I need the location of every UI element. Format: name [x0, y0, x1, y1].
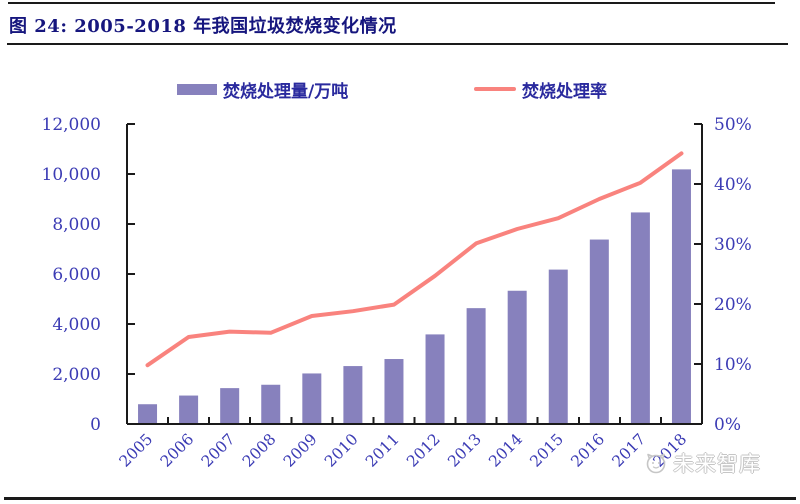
- bar-series-swatch: [177, 83, 217, 95]
- bar-2008: [261, 384, 281, 424]
- x-axis-label: 2016: [568, 430, 609, 471]
- x-axis-label: 2009: [280, 430, 321, 471]
- right-axis-label: 50%: [714, 115, 752, 135]
- bar-2016: [589, 239, 609, 424]
- x-axis-label: 2011: [362, 430, 403, 471]
- bar-2015: [548, 269, 568, 424]
- left-axis-label: 10,000: [42, 165, 101, 185]
- x-axis-label: 2013: [444, 430, 485, 471]
- bar-2011: [384, 359, 404, 424]
- left-axis-label: 6,000: [52, 265, 101, 285]
- watermark-logo-icon: [646, 453, 666, 474]
- bar-2005: [138, 404, 158, 424]
- rate-line: [145, 151, 684, 368]
- bar-2017: [630, 212, 650, 424]
- x-axis-label: 2006: [157, 430, 198, 471]
- bar-2014: [507, 290, 527, 424]
- line-series-swatch: [474, 87, 516, 91]
- right-axis-label: 10%: [714, 355, 752, 375]
- x-axis-label: 2010: [321, 430, 362, 471]
- x-axis-label: 2012: [403, 430, 444, 471]
- x-axis-label: 2007: [198, 430, 239, 471]
- x-axis-label: 2005: [116, 430, 157, 471]
- line-series-label: 焚烧处理率: [522, 81, 607, 102]
- left-axis-label: 2,000: [52, 365, 101, 385]
- bottom-border-line: [4, 497, 796, 500]
- title-underline: [7, 43, 788, 45]
- x-axis-label: 2008: [239, 430, 280, 471]
- left-axis-label: 0: [90, 415, 101, 435]
- bar-2018: [671, 169, 691, 424]
- legend-item-bar: 焚烧处理量/万吨: [177, 79, 349, 102]
- right-axis-label: 40%: [714, 175, 752, 195]
- bar-2009: [302, 373, 322, 424]
- right-axis-label: 0%: [714, 415, 741, 435]
- x-axis-label: 2014: [485, 430, 526, 471]
- bar-2012: [425, 334, 445, 424]
- legend-item-line: 焚烧处理率: [474, 79, 607, 102]
- right-axis-label: 20%: [714, 295, 752, 315]
- watermark: 未来智库: [644, 448, 761, 478]
- watermark-text: 未来智库: [673, 452, 761, 476]
- left-axis-label: 8,000: [52, 215, 101, 235]
- bar-2010: [343, 366, 363, 424]
- left-axis-label: 12,000: [42, 115, 101, 135]
- figure-title: 图 24: 2005-2018 年我国垃圾焚烧变化情况: [9, 16, 397, 37]
- bar-series-label: 焚烧处理量/万吨: [223, 81, 349, 102]
- bar-2006: [179, 395, 199, 424]
- bar-2013: [466, 308, 486, 424]
- bar-2007: [220, 388, 240, 424]
- x-axis-label: 2015: [526, 430, 567, 471]
- top-border-line: [8, 2, 775, 4]
- right-axis-label: 30%: [714, 235, 752, 255]
- left-axis-label: 4,000: [52, 315, 101, 335]
